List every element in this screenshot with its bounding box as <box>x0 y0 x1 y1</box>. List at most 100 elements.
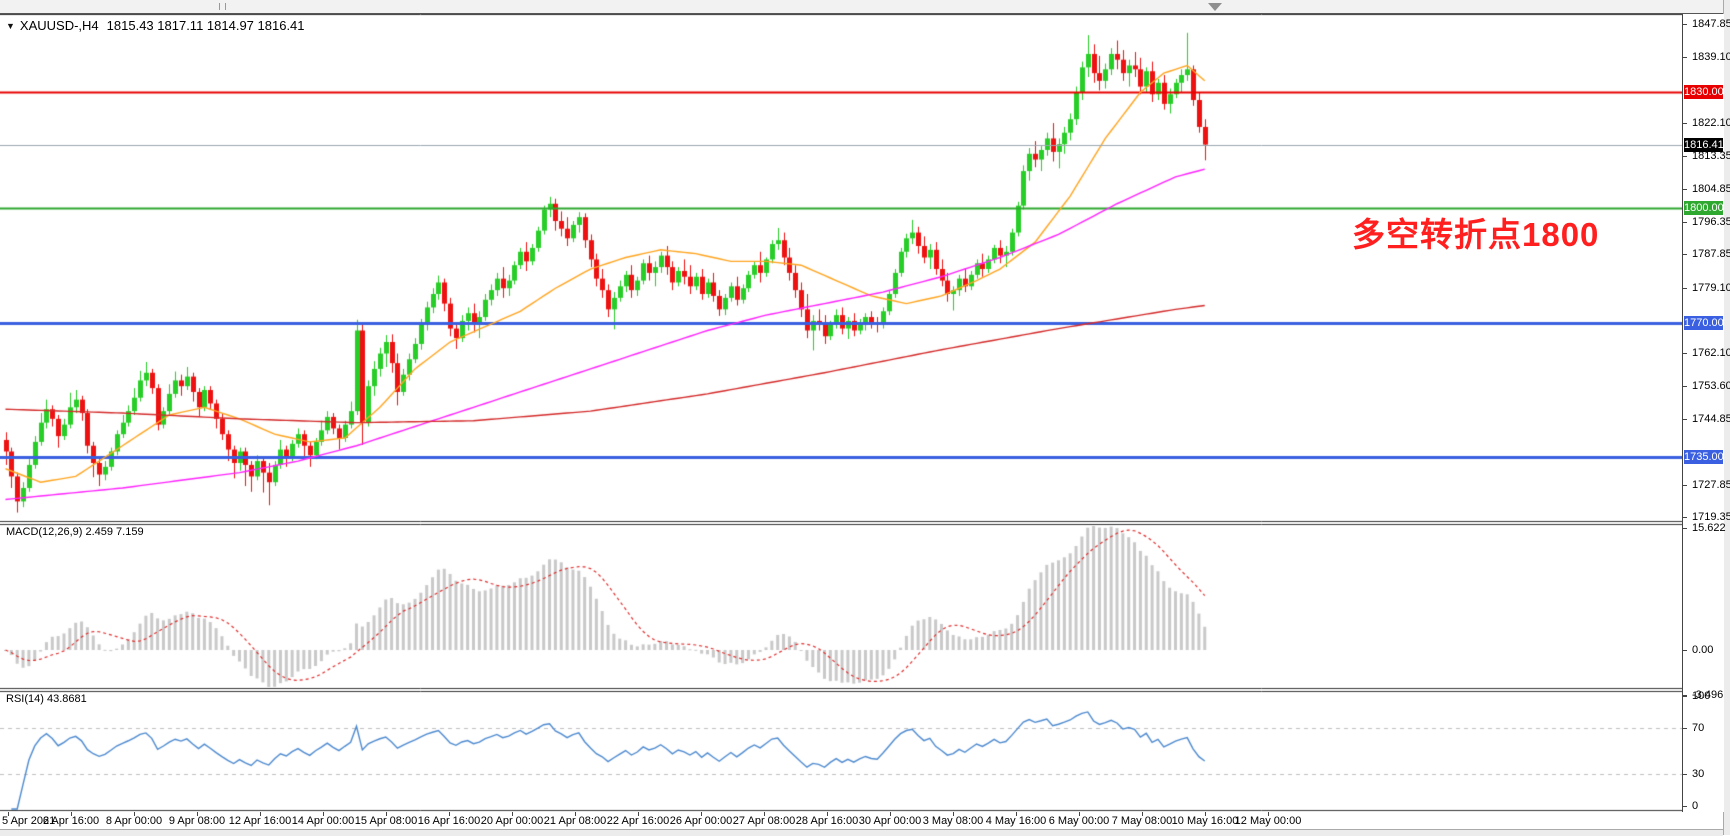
price-axis-label: 1762.10 <box>1692 347 1730 359</box>
price-axis-tick <box>1683 419 1687 420</box>
time-axis-label: 26 Apr 00:00 <box>669 815 733 827</box>
price-axis-label: 1787.85 <box>1692 248 1730 260</box>
price-axis-tick <box>1683 57 1687 58</box>
macd-scale-tick <box>1683 650 1687 651</box>
price-axis[interactable]: 1847.85 1839.10 1822.10 1813.35 1804.85 1796.… <box>1682 14 1730 812</box>
time-axis-label: 30 Apr 00:00 <box>858 815 922 827</box>
rsi-scale-label: 0 <box>1692 800 1699 812</box>
rsi-scale-tick <box>1683 728 1687 729</box>
time-axis-label: 8 Apr 00:00 <box>105 815 163 827</box>
price-axis-label: 1744.85 <box>1692 413 1730 425</box>
macd-indicator-label: MACD(12,26,9) 2.459 7.159 <box>6 526 144 538</box>
price-level-badge: 1735.00 <box>1684 450 1724 464</box>
price-level-badge: 1830.00 <box>1684 85 1724 99</box>
time-axis-tick <box>1016 812 1017 816</box>
rsi-scale-tick <box>1683 696 1687 697</box>
chart-annotation-text[interactable]: 多空转折点1800 <box>1352 216 1600 253</box>
time-axis-tick <box>512 812 513 816</box>
symbol-timeframe-label: XAUUSD-,H4 <box>19 18 99 33</box>
price-axis-tick <box>1683 189 1687 190</box>
price-axis-tick <box>1683 24 1687 25</box>
time-axis-tick <box>575 812 576 816</box>
time-axis-label: 12 May 00:00 <box>1234 815 1302 827</box>
time-axis-tick <box>827 812 828 816</box>
price-level-badge: 1816.41 <box>1684 138 1724 152</box>
time-axis-label: 5 Apr 2021 <box>2 815 56 827</box>
price-axis-label: 1796.35 <box>1692 216 1730 228</box>
time-axis-label: 6 Apr 16:00 <box>42 815 100 827</box>
chart-ohlc-header: ▼ XAUUSD-,H4 1815.43 1817.11 1814.97 1816.… <box>6 18 305 33</box>
rsi-scale-label: 100 <box>1692 690 1711 702</box>
time-axis-label: 21 Apr 08:00 <box>543 815 607 827</box>
price-level-badge: 1800.00 <box>1684 201 1724 215</box>
time-axis-label: 7 May 08:00 <box>1111 815 1173 827</box>
price-axis-tick <box>1683 156 1687 157</box>
price-axis-tick <box>1683 353 1687 354</box>
price-axis-label: 1813.35 <box>1692 150 1730 162</box>
time-axis-label: 14 Apr 00:00 <box>291 815 355 827</box>
time-axis-label: 27 Apr 08:00 <box>732 815 796 827</box>
price-axis-tick <box>1683 254 1687 255</box>
price-axis-label: 1779.10 <box>1692 282 1730 294</box>
time-axis[interactable]: 5 Apr 2021 6 Apr 16:00 8 Apr 00:00 9 Apr 08… <box>0 812 1682 829</box>
time-axis-tick <box>197 812 198 816</box>
time-axis-label: 9 Apr 08:00 <box>168 815 226 827</box>
time-axis-label: 10 May 16:00 <box>1171 815 1239 827</box>
price-axis-label: 1822.10 <box>1692 117 1730 129</box>
time-axis-label: 22 Apr 16:00 <box>606 815 670 827</box>
time-axis-tick <box>323 812 324 816</box>
window-splitter-notch <box>219 3 226 10</box>
price-axis-tick <box>1683 386 1687 387</box>
time-axis-label: 16 Apr 16:00 <box>417 815 481 827</box>
time-axis-tick <box>1079 812 1080 816</box>
macd-scale-zero-label: 0.00 <box>1692 644 1714 656</box>
macd-scale-min-label: -3.496 <box>1692 689 1724 701</box>
time-axis-label: 4 May 16:00 <box>985 815 1047 827</box>
price-axis-label: 1847.85 <box>1692 18 1730 30</box>
rsi-indicator-label: RSI(14) 43.8681 <box>6 693 87 705</box>
time-axis-label: 20 Apr 00:00 <box>480 815 544 827</box>
macd-scale-max-label: 15.622 <box>1692 522 1726 534</box>
rsi-scale-label: 30 <box>1692 768 1705 780</box>
time-axis-label: 3 May 08:00 <box>922 815 984 827</box>
ohlc-values: 1815.43 1817.11 1814.97 1816.41 <box>106 18 305 33</box>
time-axis-tick <box>134 812 135 816</box>
time-axis-tick <box>953 812 954 816</box>
macd-scale-tick <box>1683 695 1687 696</box>
time-axis-tick <box>1268 812 1269 816</box>
price-axis-tick <box>1683 485 1687 486</box>
time-axis-tick <box>764 812 765 816</box>
price-chart-canvas[interactable] <box>0 14 1682 812</box>
price-axis-tick <box>1683 222 1687 223</box>
rsi-scale-tick <box>1683 806 1687 807</box>
time-axis-tick <box>701 812 702 816</box>
time-axis-label: 15 Apr 08:00 <box>354 815 418 827</box>
macd-scale-tick <box>1683 528 1687 529</box>
time-axis-label: 6 May 00:00 <box>1048 815 1110 827</box>
price-axis-label: 1804.85 <box>1692 183 1730 195</box>
time-axis-tick <box>71 812 72 816</box>
window-bottom-edge <box>0 829 1723 836</box>
window-top-edge <box>0 0 1730 14</box>
time-axis-tick <box>260 812 261 816</box>
chart-shift-marker-icon[interactable] <box>1208 3 1222 11</box>
time-axis-tick <box>386 812 387 816</box>
price-axis-tick <box>1683 517 1687 518</box>
rsi-scale-label: 70 <box>1692 722 1705 734</box>
time-axis-tick <box>1205 812 1206 816</box>
price-axis-tick <box>1683 123 1687 124</box>
time-axis-tick <box>1142 812 1143 816</box>
price-axis-tick <box>1683 288 1687 289</box>
rsi-scale-tick <box>1683 774 1687 775</box>
collapse-arrow-icon[interactable]: ▼ <box>6 21 15 31</box>
price-axis-label: 1727.85 <box>1692 479 1730 491</box>
price-axis-label: 1839.10 <box>1692 51 1730 63</box>
time-axis-label: 28 Apr 16:00 <box>795 815 859 827</box>
price-axis-label: 1719.35 <box>1692 511 1730 523</box>
time-axis-tick <box>638 812 639 816</box>
time-axis-tick <box>8 812 9 816</box>
time-axis-label: 12 Apr 16:00 <box>228 815 292 827</box>
price-axis-label: 1753.60 <box>1692 380 1730 392</box>
time-axis-tick <box>890 812 891 816</box>
price-level-badge: 1770.00 <box>1684 316 1724 330</box>
